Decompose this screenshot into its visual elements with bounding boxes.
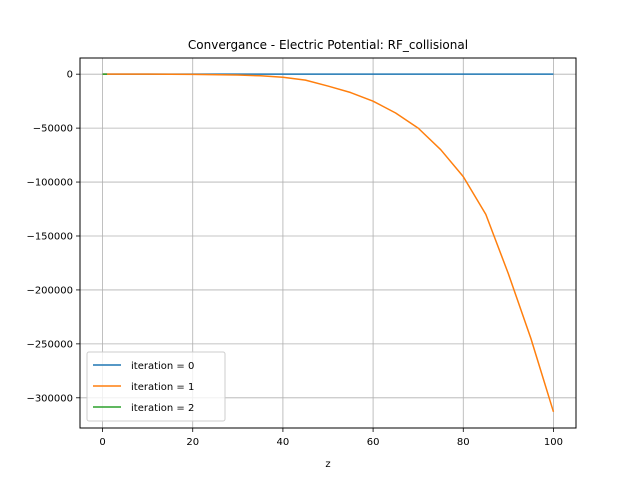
y-tick-label: −150000 (26, 231, 73, 242)
legend-entry: iteration = 0 (131, 361, 194, 372)
y-tick-label: −250000 (26, 339, 73, 350)
y-tick-label: −300000 (26, 393, 73, 404)
legend-entry: iteration = 1 (131, 382, 194, 393)
chart-title: Convergance - Electric Potential: RF_col… (188, 38, 468, 52)
series-line-iteration-1 (102, 73, 555, 413)
plot-frame (79, 57, 577, 429)
x-tick-label: 80 (457, 437, 470, 448)
y-tick-label: 0 (67, 70, 73, 81)
x-axis-label: z (325, 459, 330, 470)
x-tick-label: 60 (367, 437, 380, 448)
ticks: 0 20 40 60 80 100 0 −50000 −100000 −150000 −200000… (26, 70, 563, 448)
legend-box (86, 351, 226, 422)
x-tick-label: 40 (277, 437, 290, 448)
y-tick-label: −50000 (33, 124, 73, 135)
x-tick-label: 100 (544, 437, 563, 448)
legend: iteration = 0 iteration = 1 iteration = 2 (86, 351, 226, 422)
x-tick-label: 0 (99, 437, 105, 448)
legend-entry: iteration = 2 (131, 403, 194, 414)
y-tick-label: −100000 (26, 178, 73, 189)
x-tick-label: 20 (186, 437, 199, 448)
y-tick-label: −200000 (26, 285, 73, 296)
series-lines (102, 73, 555, 413)
